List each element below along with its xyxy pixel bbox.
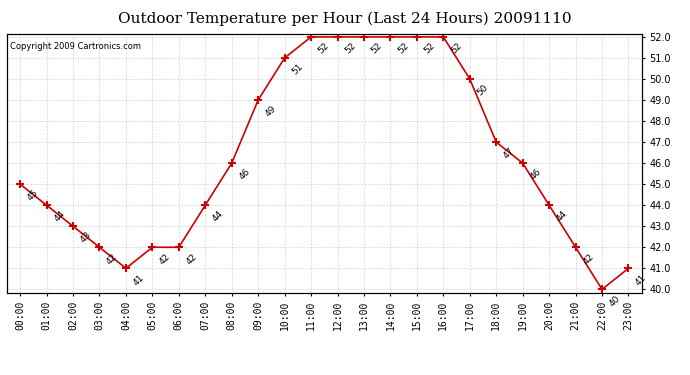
Text: 49: 49 — [264, 104, 278, 118]
Text: 41: 41 — [132, 273, 146, 287]
Text: 43: 43 — [79, 231, 93, 245]
Text: 42: 42 — [158, 252, 172, 266]
Text: 45: 45 — [26, 188, 40, 203]
Text: 52: 52 — [449, 41, 463, 56]
Text: 52: 52 — [396, 41, 411, 56]
Text: 46: 46 — [237, 167, 252, 182]
Text: 42: 42 — [105, 252, 119, 266]
Text: 44: 44 — [555, 210, 569, 224]
Text: 51: 51 — [290, 62, 305, 76]
Text: 52: 52 — [422, 41, 437, 56]
Text: 44: 44 — [52, 210, 66, 224]
Text: Copyright 2009 Cartronics.com: Copyright 2009 Cartronics.com — [10, 42, 141, 51]
Text: 50: 50 — [475, 83, 490, 98]
Text: 40: 40 — [608, 294, 622, 308]
Text: Outdoor Temperature per Hour (Last 24 Hours) 20091110: Outdoor Temperature per Hour (Last 24 Ho… — [118, 11, 572, 26]
Text: 41: 41 — [634, 273, 649, 287]
Text: 42: 42 — [581, 252, 595, 266]
Text: 46: 46 — [529, 167, 542, 182]
Text: 52: 52 — [317, 41, 331, 56]
Text: 52: 52 — [370, 41, 384, 56]
Text: 42: 42 — [184, 252, 199, 266]
Text: 47: 47 — [502, 146, 516, 161]
Text: 52: 52 — [343, 41, 357, 56]
Text: 44: 44 — [211, 210, 225, 224]
